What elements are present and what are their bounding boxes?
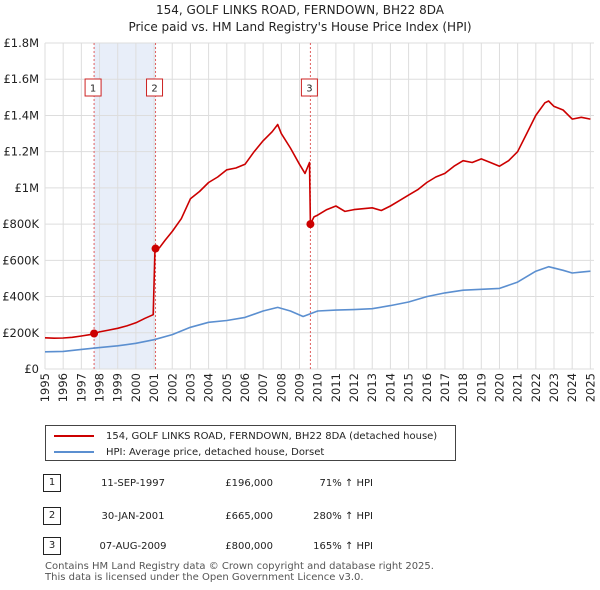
legend-swatch-property xyxy=(54,435,94,437)
y-tick-label: £0 xyxy=(24,362,39,376)
x-tick-label: 2007 xyxy=(256,373,270,402)
footer-copyright: Contains HM Land Registry data © Crown c… xyxy=(45,561,434,572)
sale-label-box xyxy=(146,78,164,97)
y-tick-label: £1.2M xyxy=(3,145,39,159)
hpi-line xyxy=(44,265,591,353)
sale-label-box xyxy=(84,78,102,97)
transaction-date: 07-AUG-2009 xyxy=(99,541,167,552)
legend-item-property: 154, GOLF LINKS ROAD, FERNDOWN, BH22 8DA… xyxy=(54,428,437,444)
y-tick-label: £1M xyxy=(14,181,39,195)
x-tick-label: 2002 xyxy=(165,373,179,402)
transaction-hpi-change: 71% ↑ HPI xyxy=(319,478,373,489)
transaction-price: £665,000 xyxy=(225,511,273,522)
legend-label-hpi: HPI: Average price, detached house, Dors… xyxy=(106,446,325,458)
x-tick-label: 1997 xyxy=(74,373,88,402)
footer-licence: This data is licensed under the Open Gov… xyxy=(45,572,364,583)
x-tick-label: 2025 xyxy=(583,373,597,402)
sale-label: 2 xyxy=(151,84,157,95)
x-tick-label: 2023 xyxy=(547,373,561,402)
x-tick-label: 1996 xyxy=(56,373,70,402)
x-tick-label: 2011 xyxy=(329,373,343,402)
y-tick-label: £800K xyxy=(2,217,39,231)
x-tick-label: 2015 xyxy=(402,373,416,402)
transaction-date: 30-JAN-2001 xyxy=(101,511,165,522)
chart-title: 154, GOLF LINKS ROAD, FERNDOWN, BH22 8DA xyxy=(156,3,445,17)
footer: Contains HM Land Registry data © Crown c… xyxy=(45,561,434,583)
sale-marker xyxy=(306,220,315,229)
x-tick-label: 2016 xyxy=(420,373,434,402)
x-tick-label: 2022 xyxy=(529,373,543,402)
transaction-price: £196,000 xyxy=(225,478,273,489)
x-tick-label: 2006 xyxy=(238,373,252,402)
x-tick-label: 2020 xyxy=(492,373,506,402)
x-tick-label: 2024 xyxy=(565,373,579,402)
sale-marker xyxy=(151,244,160,253)
x-tick-label: 2019 xyxy=(474,373,488,402)
legend-label-property: 154, GOLF LINKS ROAD, FERNDOWN, BH22 8DA… xyxy=(106,430,438,442)
y-tick-label: £1.8M xyxy=(3,36,39,50)
x-tick-label: 2005 xyxy=(220,373,234,402)
x-tick-label: 1999 xyxy=(111,373,125,402)
x-tick-label: 1995 xyxy=(38,373,52,402)
x-tick-label: 2018 xyxy=(456,373,470,402)
x-tick-label: 2003 xyxy=(183,373,197,402)
x-tick-label: 2014 xyxy=(383,373,397,402)
y-tick-label: £1.6M xyxy=(3,72,39,86)
x-tick-label: 2010 xyxy=(311,373,325,402)
series-layer xyxy=(44,100,591,353)
sale-label: 3 xyxy=(306,84,312,95)
x-tick-label: 1998 xyxy=(93,373,107,402)
y-tick-label: £200K xyxy=(2,326,39,340)
legend-item-hpi: HPI: Average price, detached house, Dors… xyxy=(54,444,324,460)
x-tick-label: 2017 xyxy=(438,373,452,402)
price-chart: 154, GOLF LINKS ROAD, FERNDOWN, BH22 8DA… xyxy=(2,3,597,402)
y-tick-label: £1.4M xyxy=(3,108,39,122)
x-tick-label: 2001 xyxy=(147,373,161,402)
table-row: 2 30-JAN-2001 £665,000 280% ↑ HPI xyxy=(43,505,443,527)
sale-label: 1 xyxy=(90,84,96,95)
legend: 154, GOLF LINKS ROAD, FERNDOWN, BH22 8DA… xyxy=(45,425,456,461)
legend-swatch-hpi xyxy=(54,451,94,453)
transaction-price: £800,000 xyxy=(225,541,273,552)
transaction-number: 2 xyxy=(43,507,61,525)
property-price-line xyxy=(44,100,591,339)
transaction-date: 11-SEP-1997 xyxy=(101,478,165,489)
x-tick-label: 2004 xyxy=(202,373,216,402)
x-tick-label: 2013 xyxy=(365,373,379,402)
y-tick-label: £400K xyxy=(2,290,39,304)
y-tick-label: £600K xyxy=(2,253,39,267)
sale-marker xyxy=(90,329,99,338)
x-tick-label: 2000 xyxy=(129,373,143,402)
transaction-number: 3 xyxy=(43,537,61,555)
chart-subtitle: Price paid vs. HM Land Registry's House … xyxy=(128,20,471,34)
grid-layer xyxy=(44,42,594,370)
transaction-hpi-change: 165% ↑ HPI xyxy=(313,541,373,552)
x-tick-label: 2008 xyxy=(274,373,288,402)
table-row: 1 11-SEP-1997 £196,000 71% ↑ HPI xyxy=(43,472,443,494)
shaded-period xyxy=(94,43,156,369)
shade-layer xyxy=(45,43,594,369)
sale-marker-layer: 1 2 3 xyxy=(84,78,318,338)
x-tick-label: 2021 xyxy=(511,373,525,402)
sale-label-box xyxy=(300,78,318,97)
table-row: 3 07-AUG-2009 £800,000 165% ↑ HPI xyxy=(43,535,443,557)
transaction-number: 1 xyxy=(43,474,61,492)
transaction-hpi-change: 280% ↑ HPI xyxy=(313,511,373,522)
x-tick-label: 2009 xyxy=(293,373,307,402)
x-tick-label: 2012 xyxy=(347,373,361,402)
axis-layer: £0 £200K £400K £600K £800K £1M £1.2M £1.4M £1.6M… xyxy=(2,36,597,402)
